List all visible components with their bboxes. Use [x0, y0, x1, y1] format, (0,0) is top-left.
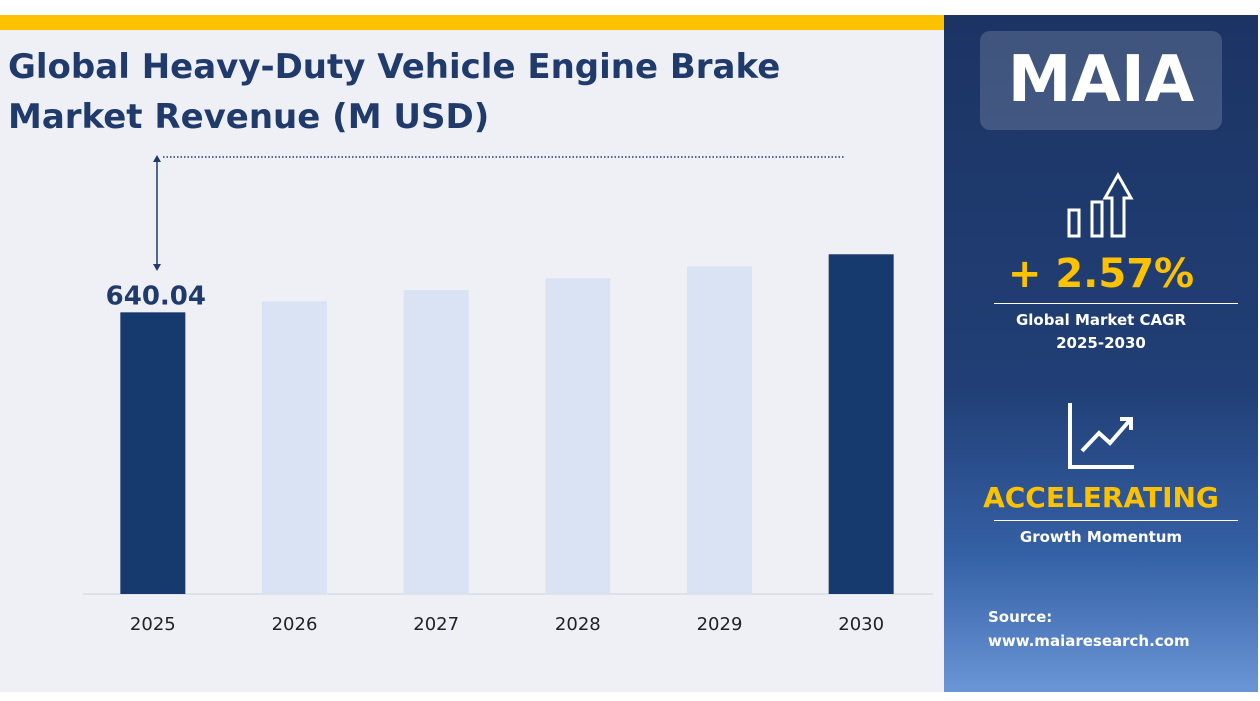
trend-icon	[1068, 403, 1134, 469]
icons	[1067, 171, 1134, 469]
cagr: + 2.57%	[1007, 251, 1195, 297]
chart: 2025 640.04 2026 2027 2028 2029 2030	[83, 155, 933, 635]
bar	[262, 301, 327, 594]
bar	[403, 289, 469, 594]
x-tick-label: 2025	[130, 614, 176, 635]
cagr-caption: Global Market CAGR	[1015, 311, 1187, 329]
chart-title: Global Heavy-Duty Vehicle Engine Brake M…	[8, 47, 781, 137]
x-tick-label: 2030	[838, 614, 884, 635]
source-url: www.maiaresearch.com	[988, 632, 1190, 650]
accent-bar	[0, 15, 944, 30]
logo: MAIA	[980, 31, 1222, 130]
divider	[994, 520, 1238, 521]
bar	[687, 266, 752, 594]
momentum: ACCELERATING	[983, 481, 1219, 514]
x-tick-label: 2026	[272, 614, 318, 635]
bar	[120, 312, 186, 594]
divider	[994, 303, 1238, 304]
bar	[828, 254, 894, 594]
bar	[545, 278, 611, 594]
momentum-caption: Growth Momentum	[1019, 528, 1183, 546]
x-tick-label: 2027	[413, 614, 459, 635]
sidebar: MAIA + 2.57% Global Market CAGR 2025-203…	[944, 15, 1258, 692]
cagr-period: 2025-2030	[1056, 334, 1146, 352]
growth-icon	[1067, 171, 1134, 238]
source-label: Source:	[988, 608, 1053, 626]
x-tick-label: 2029	[697, 614, 743, 635]
x-tick-label: 2028	[555, 614, 601, 635]
data-label: 640.04	[106, 281, 206, 311]
